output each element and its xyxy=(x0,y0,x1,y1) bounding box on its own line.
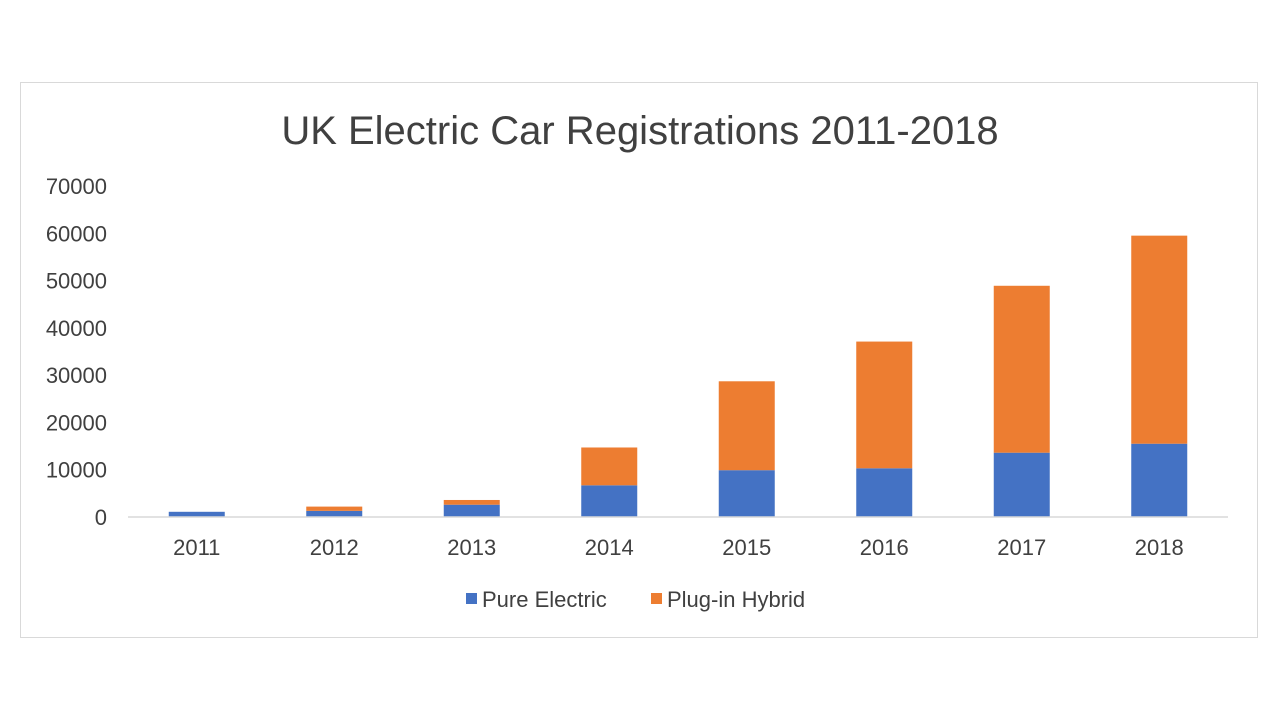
bar-pure-electric-2017 xyxy=(993,452,1050,517)
x-tick-label: 2013 xyxy=(447,535,496,560)
bar-pure-electric-2014 xyxy=(581,485,638,517)
bar-pure-electric-2011 xyxy=(168,511,225,517)
x-tick-label: 2018 xyxy=(1135,535,1184,560)
bar-plug-in-hybrid-2013 xyxy=(443,499,500,505)
legend-swatch-plug-in-hybrid xyxy=(651,593,662,604)
chart-frame xyxy=(20,82,1258,638)
bar-pure-electric-2013 xyxy=(443,504,500,517)
legend-swatch-pure-electric xyxy=(466,593,477,604)
y-tick-label: 10000 xyxy=(46,458,107,483)
y-tick-label: 40000 xyxy=(46,316,107,341)
y-axis-tick-labels: 0 10000 20000 30000 40000 50000 60000 70000 xyxy=(46,174,107,530)
chart-title: UK Electric Car Registrations 2011-2018 xyxy=(281,109,998,153)
bar-plug-in-hybrid-2018 xyxy=(1131,235,1188,444)
x-axis-tick-labels: 2011 2012 2013 2014 2015 2016 2017 2018 xyxy=(173,535,1184,560)
y-tick-label: 60000 xyxy=(46,221,107,246)
bar-pure-electric-2012 xyxy=(306,510,363,517)
bar-plug-in-hybrid-2012 xyxy=(306,506,363,511)
y-tick-label: 30000 xyxy=(46,363,107,388)
legend-label-plug-in-hybrid: Plug-in Hybrid xyxy=(667,587,805,612)
legend: Pure Electric Plug-in Hybrid xyxy=(466,587,805,612)
bar-plug-in-hybrid-2017 xyxy=(993,285,1050,453)
x-tick-label: 2017 xyxy=(997,535,1046,560)
y-tick-label: 70000 xyxy=(46,174,107,199)
x-tick-label: 2014 xyxy=(585,535,634,560)
legend-label-pure-electric: Pure Electric xyxy=(482,587,607,612)
bar-plug-in-hybrid-2014 xyxy=(581,447,638,486)
bar-pure-electric-2015 xyxy=(718,470,775,517)
x-tick-label: 2016 xyxy=(860,535,909,560)
bar-plug-in-hybrid-2016 xyxy=(856,341,913,469)
x-tick-label: 2011 xyxy=(173,535,220,560)
bar-plug-in-hybrid-2015 xyxy=(718,381,775,471)
x-tick-label: 2015 xyxy=(722,535,771,560)
y-tick-label: 0 xyxy=(95,505,107,530)
bars xyxy=(168,235,1188,517)
y-tick-label: 20000 xyxy=(46,410,107,435)
x-tick-label: 2012 xyxy=(310,535,359,560)
bar-pure-electric-2016 xyxy=(856,468,913,517)
bar-pure-electric-2018 xyxy=(1131,443,1188,517)
y-tick-label: 50000 xyxy=(46,269,107,294)
